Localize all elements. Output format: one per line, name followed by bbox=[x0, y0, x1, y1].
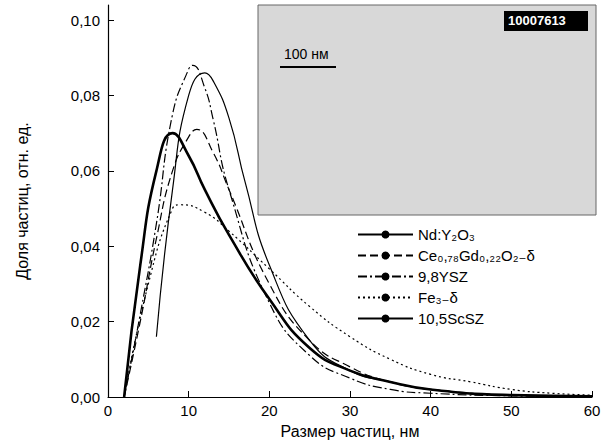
svg-text:9,8YSZ: 9,8YSZ bbox=[418, 268, 468, 285]
svg-text:Размер частиц, нм: Размер частиц, нм bbox=[281, 423, 420, 440]
svg-text:10: 10 bbox=[180, 402, 197, 419]
svg-text:20: 20 bbox=[261, 402, 278, 419]
svg-text:0,00: 0,00 bbox=[71, 389, 100, 406]
svg-text:Nd:Y₂O₃: Nd:Y₂O₃ bbox=[418, 226, 475, 243]
svg-text:0,08: 0,08 bbox=[71, 87, 100, 104]
svg-text:0,10: 0,10 bbox=[71, 12, 100, 29]
svg-text:0,06: 0,06 bbox=[71, 162, 100, 179]
svg-text:10,5ScSZ: 10,5ScSZ bbox=[418, 310, 484, 327]
svg-text:40: 40 bbox=[422, 402, 439, 419]
svg-text:0,04: 0,04 bbox=[71, 238, 100, 255]
svg-text:50: 50 bbox=[503, 402, 520, 419]
svg-text:0: 0 bbox=[104, 402, 112, 419]
svg-text:10007613: 10007613 bbox=[508, 13, 566, 28]
svg-text:Fe₃₋δ: Fe₃₋δ bbox=[418, 289, 458, 306]
svg-text:100 нм: 100 нм bbox=[284, 46, 329, 62]
svg-text:30: 30 bbox=[342, 402, 359, 419]
svg-text:Ce₀,₇₈Gd₀,₂₂O₂₋δ: Ce₀,₇₈Gd₀,₂₂O₂₋δ bbox=[418, 247, 535, 264]
svg-text:60: 60 bbox=[584, 402, 601, 419]
svg-text:0,02: 0,02 bbox=[71, 313, 100, 330]
svg-text:Доля частиц, отн. ед.: Доля частиц, отн. ед. bbox=[14, 122, 31, 280]
